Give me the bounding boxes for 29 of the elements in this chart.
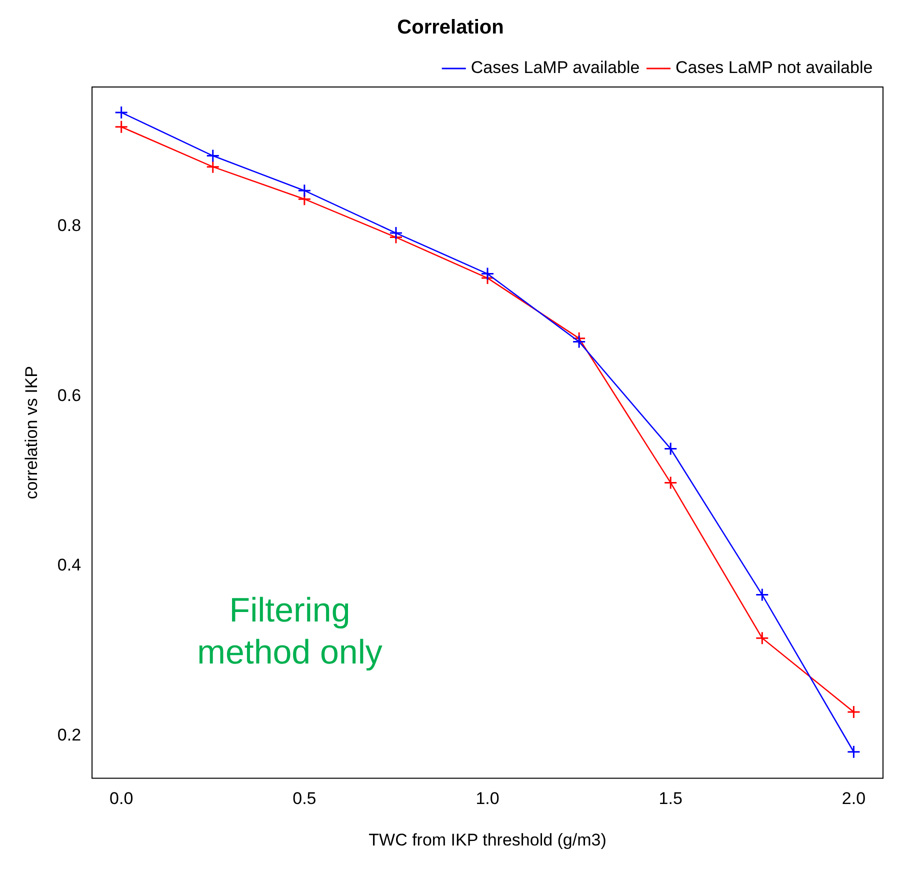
point <box>206 149 220 163</box>
point <box>389 226 403 240</box>
x-tick-label: 0.0 <box>110 789 134 808</box>
point <box>755 631 769 645</box>
point <box>846 745 860 759</box>
y-tick-label: 0.4 <box>57 556 82 575</box>
y-tick-label: 0.8 <box>57 216 82 235</box>
point <box>755 588 769 602</box>
x-tick-label: 1.0 <box>476 789 500 808</box>
point <box>664 442 678 456</box>
point <box>114 106 128 120</box>
x-tick-label: 2.0 <box>842 789 866 808</box>
point <box>572 334 586 348</box>
y-axis-title: correlation vs IKP <box>22 366 41 500</box>
legend-label: Cases LaMP not available <box>676 58 873 78</box>
point <box>480 267 494 281</box>
legend-label: Cases LaMP available <box>470 58 640 78</box>
point <box>114 120 128 134</box>
x-tick-label: 0.5 <box>292 789 316 808</box>
point <box>846 705 860 719</box>
y-tick-label: 0.6 <box>57 386 82 405</box>
point <box>298 184 312 198</box>
x-axis-title: TWC from IKP threshold (g/m3) <box>368 830 606 850</box>
x-tick-label: 1.5 <box>658 789 682 808</box>
point <box>206 160 220 174</box>
point <box>664 476 678 490</box>
chart-title: Correlation <box>397 16 504 39</box>
y-tick-label: 0.2 <box>57 725 82 744</box>
annotation: Filtering method only <box>197 592 382 672</box>
